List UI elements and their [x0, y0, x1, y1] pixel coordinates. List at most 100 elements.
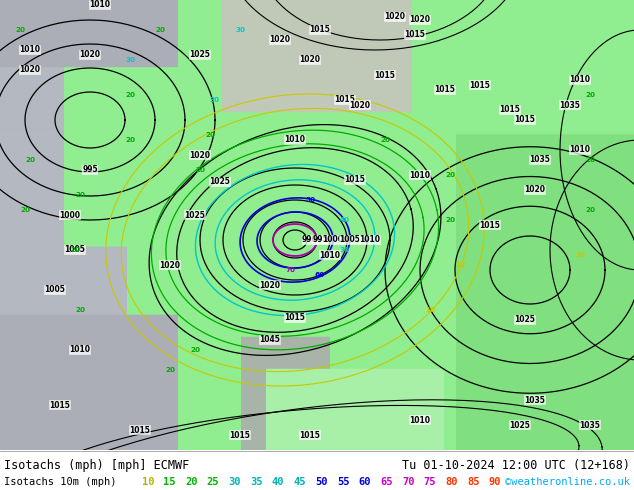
Text: 20: 20: [195, 167, 205, 173]
Text: 1010: 1010: [320, 250, 340, 260]
Text: 1020: 1020: [160, 261, 181, 270]
Text: 1010: 1010: [70, 345, 91, 354]
Text: 1020: 1020: [20, 66, 41, 74]
Text: 1005: 1005: [44, 286, 65, 294]
Text: 75: 75: [424, 477, 436, 487]
Text: 1015: 1015: [375, 71, 396, 79]
Text: 1035: 1035: [529, 155, 550, 165]
Text: 1020: 1020: [524, 186, 545, 195]
Text: 1010: 1010: [410, 171, 430, 179]
Text: 1015: 1015: [500, 105, 521, 115]
Text: 20: 20: [185, 477, 198, 487]
Text: 1015: 1015: [129, 425, 150, 435]
Text: 10: 10: [455, 262, 465, 268]
Text: 20: 20: [155, 27, 165, 33]
Text: 1025: 1025: [515, 316, 536, 324]
Text: 1035: 1035: [560, 100, 581, 109]
Text: 25: 25: [207, 477, 219, 487]
Text: 995: 995: [312, 236, 328, 245]
Text: 1005: 1005: [340, 236, 361, 245]
Text: 20: 20: [75, 307, 85, 313]
Text: 20: 20: [70, 247, 80, 253]
Text: 1015: 1015: [515, 116, 536, 124]
Text: 1020: 1020: [299, 55, 321, 65]
Text: 30: 30: [125, 57, 135, 63]
Text: 10: 10: [575, 252, 585, 258]
Text: 20: 20: [15, 27, 25, 33]
Text: 20: 20: [445, 217, 455, 223]
Text: 20: 20: [75, 192, 85, 198]
Text: 20: 20: [445, 172, 455, 178]
Text: 70: 70: [402, 477, 415, 487]
Text: 50: 50: [305, 197, 315, 203]
Text: 30: 30: [210, 97, 220, 103]
Text: 30: 30: [340, 247, 350, 253]
Text: 1015: 1015: [230, 431, 250, 440]
Text: 20: 20: [20, 207, 30, 213]
Text: 1005: 1005: [65, 245, 86, 254]
Text: 1010: 1010: [569, 146, 590, 154]
Text: 1010: 1010: [410, 416, 430, 424]
Text: 995: 995: [82, 166, 98, 174]
Text: Isotachs (mph) [mph] ECMWF: Isotachs (mph) [mph] ECMWF: [4, 459, 190, 472]
Text: 1035: 1035: [579, 420, 600, 430]
Text: 1035: 1035: [524, 395, 545, 405]
Text: 20: 20: [380, 137, 390, 143]
Text: 1015: 1015: [299, 431, 320, 440]
Text: 55: 55: [337, 477, 349, 487]
Text: 70: 70: [285, 267, 295, 273]
Text: 1025: 1025: [184, 211, 205, 220]
Text: 35: 35: [250, 477, 262, 487]
Text: 1015: 1015: [49, 400, 70, 410]
Text: 1020: 1020: [384, 13, 406, 22]
Text: 10: 10: [425, 307, 435, 313]
Text: 20: 20: [25, 157, 35, 163]
Text: 1010: 1010: [20, 46, 41, 54]
Text: 20: 20: [190, 347, 200, 353]
Text: 50: 50: [315, 477, 328, 487]
Text: 45: 45: [294, 477, 306, 487]
Text: 1015: 1015: [309, 25, 330, 34]
Text: 1020: 1020: [79, 50, 101, 59]
Text: 1015: 1015: [434, 85, 455, 95]
Text: 15: 15: [164, 477, 176, 487]
Text: 30: 30: [235, 27, 245, 33]
Text: 1010: 1010: [285, 136, 306, 145]
Text: 20: 20: [125, 137, 135, 143]
Text: 10: 10: [142, 477, 154, 487]
Text: 1015: 1015: [404, 30, 425, 40]
Text: 1015: 1015: [479, 220, 500, 229]
Text: 90: 90: [489, 477, 501, 487]
Text: 20: 20: [585, 157, 595, 163]
Text: ©weatheronline.co.uk: ©weatheronline.co.uk: [505, 477, 630, 487]
Text: 1000: 1000: [323, 236, 344, 245]
Text: 1025: 1025: [210, 177, 230, 187]
Text: Tu 01-10-2024 12:00 UTC (12+168): Tu 01-10-2024 12:00 UTC (12+168): [402, 459, 630, 472]
Text: 40: 40: [340, 217, 350, 223]
Text: 1020: 1020: [259, 280, 280, 290]
Text: 1010: 1010: [569, 75, 590, 84]
Text: 1020: 1020: [269, 35, 290, 45]
Text: 20: 20: [165, 367, 175, 373]
Text: 990: 990: [302, 236, 318, 245]
Text: Isotachs 10m (mph): Isotachs 10m (mph): [4, 477, 117, 487]
Text: 85: 85: [467, 477, 479, 487]
Text: 40: 40: [272, 477, 285, 487]
Text: 20: 20: [585, 207, 595, 213]
Text: 1010: 1010: [89, 0, 110, 9]
Text: 1015: 1015: [470, 80, 491, 90]
Text: 80: 80: [445, 477, 458, 487]
Text: 1000: 1000: [60, 211, 81, 220]
Text: 60: 60: [315, 272, 325, 278]
Text: 1025: 1025: [190, 50, 210, 59]
Text: 1015: 1015: [285, 314, 306, 322]
Text: 1015: 1015: [335, 96, 356, 104]
Text: 1025: 1025: [510, 420, 531, 430]
Text: 20: 20: [125, 92, 135, 98]
Text: 20: 20: [205, 132, 215, 138]
Text: 1010: 1010: [359, 236, 380, 245]
Text: 20: 20: [585, 92, 595, 98]
Text: 60: 60: [359, 477, 371, 487]
Text: 30: 30: [228, 477, 241, 487]
Text: 1020: 1020: [349, 100, 370, 109]
